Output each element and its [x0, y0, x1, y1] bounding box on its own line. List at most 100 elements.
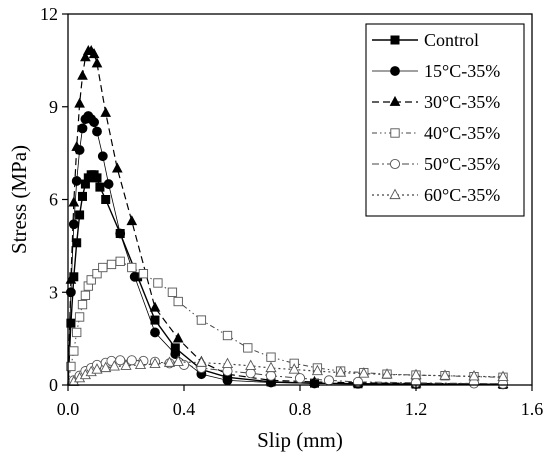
- legend-item: 40°C-35%: [372, 123, 500, 143]
- data-point: [497, 370, 509, 382]
- data-point: [170, 349, 181, 359]
- data-point: [150, 327, 160, 338]
- legend-label: 50°C-35%: [424, 154, 500, 174]
- data-point: [358, 367, 370, 378]
- data-point: [245, 368, 256, 379]
- data-point: [68, 196, 80, 207]
- data-point: [245, 359, 257, 370]
- legend-marker: [390, 66, 400, 76]
- data-point: [78, 191, 88, 201]
- data-point: [71, 140, 83, 151]
- data-point: [311, 364, 323, 376]
- data-point: [288, 363, 300, 374]
- legend-label: 40°C-35%: [424, 123, 500, 143]
- legend-marker: [389, 95, 401, 106]
- y-tick-label: 0: [49, 375, 58, 395]
- legend-marker: [389, 188, 401, 200]
- x-tick-label: 0.8: [289, 399, 312, 419]
- y-axis-label: Stress (MPa): [7, 145, 31, 254]
- legend-label: 30°C-35%: [424, 92, 500, 112]
- data-point: [115, 355, 126, 366]
- data-point: [92, 126, 102, 137]
- data-point: [265, 370, 277, 381]
- data-point: [150, 315, 160, 325]
- data-point: [439, 369, 451, 380]
- data-point: [80, 290, 91, 300]
- data-point: [91, 57, 103, 68]
- data-point: [88, 48, 100, 59]
- series-5: [67, 355, 509, 386]
- data-point: [222, 330, 233, 341]
- data-point: [108, 360, 120, 371]
- data-point: [195, 356, 207, 367]
- data-point: [95, 182, 105, 192]
- data-point: [149, 357, 161, 369]
- data-point: [74, 312, 85, 322]
- data-point: [106, 259, 117, 270]
- data-point: [134, 358, 147, 369]
- data-point: [266, 352, 276, 362]
- legend-marker: [389, 158, 401, 170]
- data-point: [77, 123, 88, 134]
- data-point: [75, 210, 85, 220]
- data-point: [68, 219, 79, 230]
- legend-item: 60°C-35%: [372, 185, 500, 205]
- legend-label: 15°C-35%: [424, 61, 500, 81]
- series-line: [67, 174, 504, 386]
- data-point: [66, 318, 76, 328]
- data-point: [100, 106, 112, 117]
- series-line: [67, 115, 504, 386]
- data-point: [126, 215, 138, 226]
- data-point: [352, 376, 364, 387]
- data-point: [71, 176, 82, 186]
- x-axis-label: Slip (mm): [257, 428, 343, 452]
- data-point: [173, 296, 183, 307]
- legend-item: Control: [372, 30, 479, 50]
- data-point: [120, 359, 132, 370]
- data-point: [115, 228, 126, 239]
- legend-box: [365, 23, 525, 217]
- data-point: [196, 315, 207, 325]
- x-tick-label: 0.4: [173, 399, 196, 419]
- data-point: [115, 256, 125, 266]
- legend: Control 15°C-35% 30°C-35% 40°C-35% 50°C-35% 6…: [365, 23, 525, 217]
- data-point: [149, 301, 161, 312]
- data-point: [77, 299, 88, 310]
- series-layer: [65, 45, 509, 390]
- legend-item: 15°C-35%: [372, 61, 500, 81]
- data-point: [153, 278, 163, 288]
- data-point: [410, 368, 422, 380]
- data-point: [92, 173, 102, 183]
- axes-layer: 0.0 0.4 0.8 1.2 1.6 0 3 6 9 12: [40, 4, 543, 419]
- legend-marker: [390, 35, 400, 45]
- data-point: [74, 97, 85, 108]
- legend-label: Control: [424, 30, 479, 50]
- data-point: [243, 343, 253, 353]
- data-point: [294, 373, 306, 384]
- data-point: [89, 117, 99, 128]
- data-point: [97, 151, 108, 162]
- data-point: [69, 346, 79, 356]
- y-tick-label: 9: [49, 97, 58, 117]
- data-point: [381, 368, 393, 379]
- data-point: [172, 332, 184, 343]
- data-point: [100, 361, 112, 373]
- data-point: [103, 179, 114, 189]
- data-point: [265, 361, 277, 373]
- data-point: [80, 51, 91, 62]
- data-point: [77, 69, 88, 80]
- series-line: [67, 361, 504, 386]
- data-point: [167, 287, 178, 297]
- x-tick-label: 1.6: [521, 399, 544, 419]
- legend-marker: [390, 128, 400, 138]
- y-tick-label: 6: [49, 190, 58, 210]
- data-point: [72, 327, 82, 338]
- x-tick-label: 1.2: [405, 399, 428, 419]
- data-point: [72, 238, 82, 248]
- data-point: [98, 262, 108, 273]
- data-point: [101, 195, 111, 205]
- data-point: [172, 355, 184, 366]
- data-point: [335, 366, 347, 377]
- data-point: [92, 269, 102, 279]
